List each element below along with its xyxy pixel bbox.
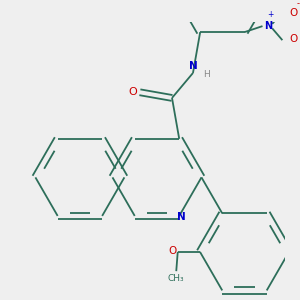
Text: O: O [128,87,137,97]
Text: O: O [289,8,297,18]
Text: N: N [264,21,272,31]
Text: CH₃: CH₃ [168,274,184,283]
Text: N: N [189,61,197,71]
Text: +: + [267,10,273,19]
Text: N: N [177,212,186,222]
Text: -: - [297,0,300,8]
Text: O: O [168,246,176,256]
Text: O: O [289,34,297,44]
Text: H: H [203,70,210,79]
